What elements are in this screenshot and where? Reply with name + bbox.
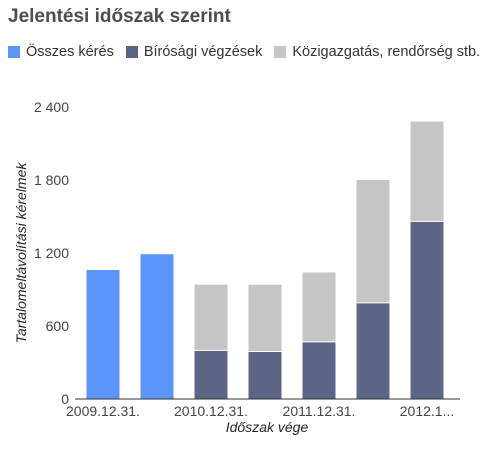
y-tick-label: 1 200 (34, 245, 69, 261)
legend-item-all-requests[interactable]: Összes kérés (8, 44, 114, 60)
x-tick-label: 2009.12.31. (66, 403, 140, 419)
chart-legend: Összes kérés Bírósági végzések Közigazga… (8, 44, 492, 60)
bar-segment[interactable] (248, 351, 282, 399)
y-axis-ticks: 0 600 1 200 1 800 2 400 (34, 99, 69, 407)
bar-segment[interactable] (140, 254, 174, 399)
bar-segment[interactable] (410, 221, 444, 399)
legend-swatch-court-orders (125, 46, 138, 58)
y-tick-label: 0 (61, 391, 69, 407)
bar-segment[interactable] (356, 302, 390, 399)
legend-label-court-orders: Bírósági végzések (143, 44, 263, 60)
y-axis-label: Tartalomeltávolítási kérelmek (13, 162, 29, 344)
x-tick-label: 2011.12.31. (283, 403, 356, 419)
bar-segment[interactable] (302, 272, 336, 342)
legend-item-executive-police[interactable]: Közigazgatás, rendőrség stb. (274, 44, 480, 60)
bar-segment[interactable] (248, 284, 282, 352)
bar-segment[interactable] (194, 284, 228, 351)
bar-segment[interactable] (302, 341, 336, 399)
chart-title: Jelentési időszak szerint (8, 6, 231, 27)
chart-bars (86, 121, 444, 399)
y-tick-label: 2 400 (34, 99, 69, 115)
legend-swatch-all-requests (8, 46, 20, 58)
x-axis-label: Időszak vége (226, 419, 309, 435)
x-tick-label: 2010.12.31. (174, 403, 248, 419)
legend-swatch-executive-police (274, 46, 287, 58)
bar-segment[interactable] (356, 180, 390, 303)
legend-item-court-orders[interactable]: Bírósági végzések (125, 44, 263, 60)
y-tick-label: 1 800 (34, 172, 69, 188)
x-axis-ticks: 2009.12.31. 2010.12.31. 2011.12.31. 2012.1.… (66, 403, 454, 419)
y-tick-label: 600 (46, 318, 70, 334)
bar-segment[interactable] (86, 270, 120, 399)
legend-label-executive-police: Közigazgatás, rendőrség stb. (292, 44, 481, 60)
legend-label-all-requests: Összes kérés (26, 44, 114, 60)
x-tick-label: 2012.1... (400, 403, 455, 419)
bar-segment[interactable] (410, 121, 444, 222)
bar-segment[interactable] (194, 350, 228, 399)
